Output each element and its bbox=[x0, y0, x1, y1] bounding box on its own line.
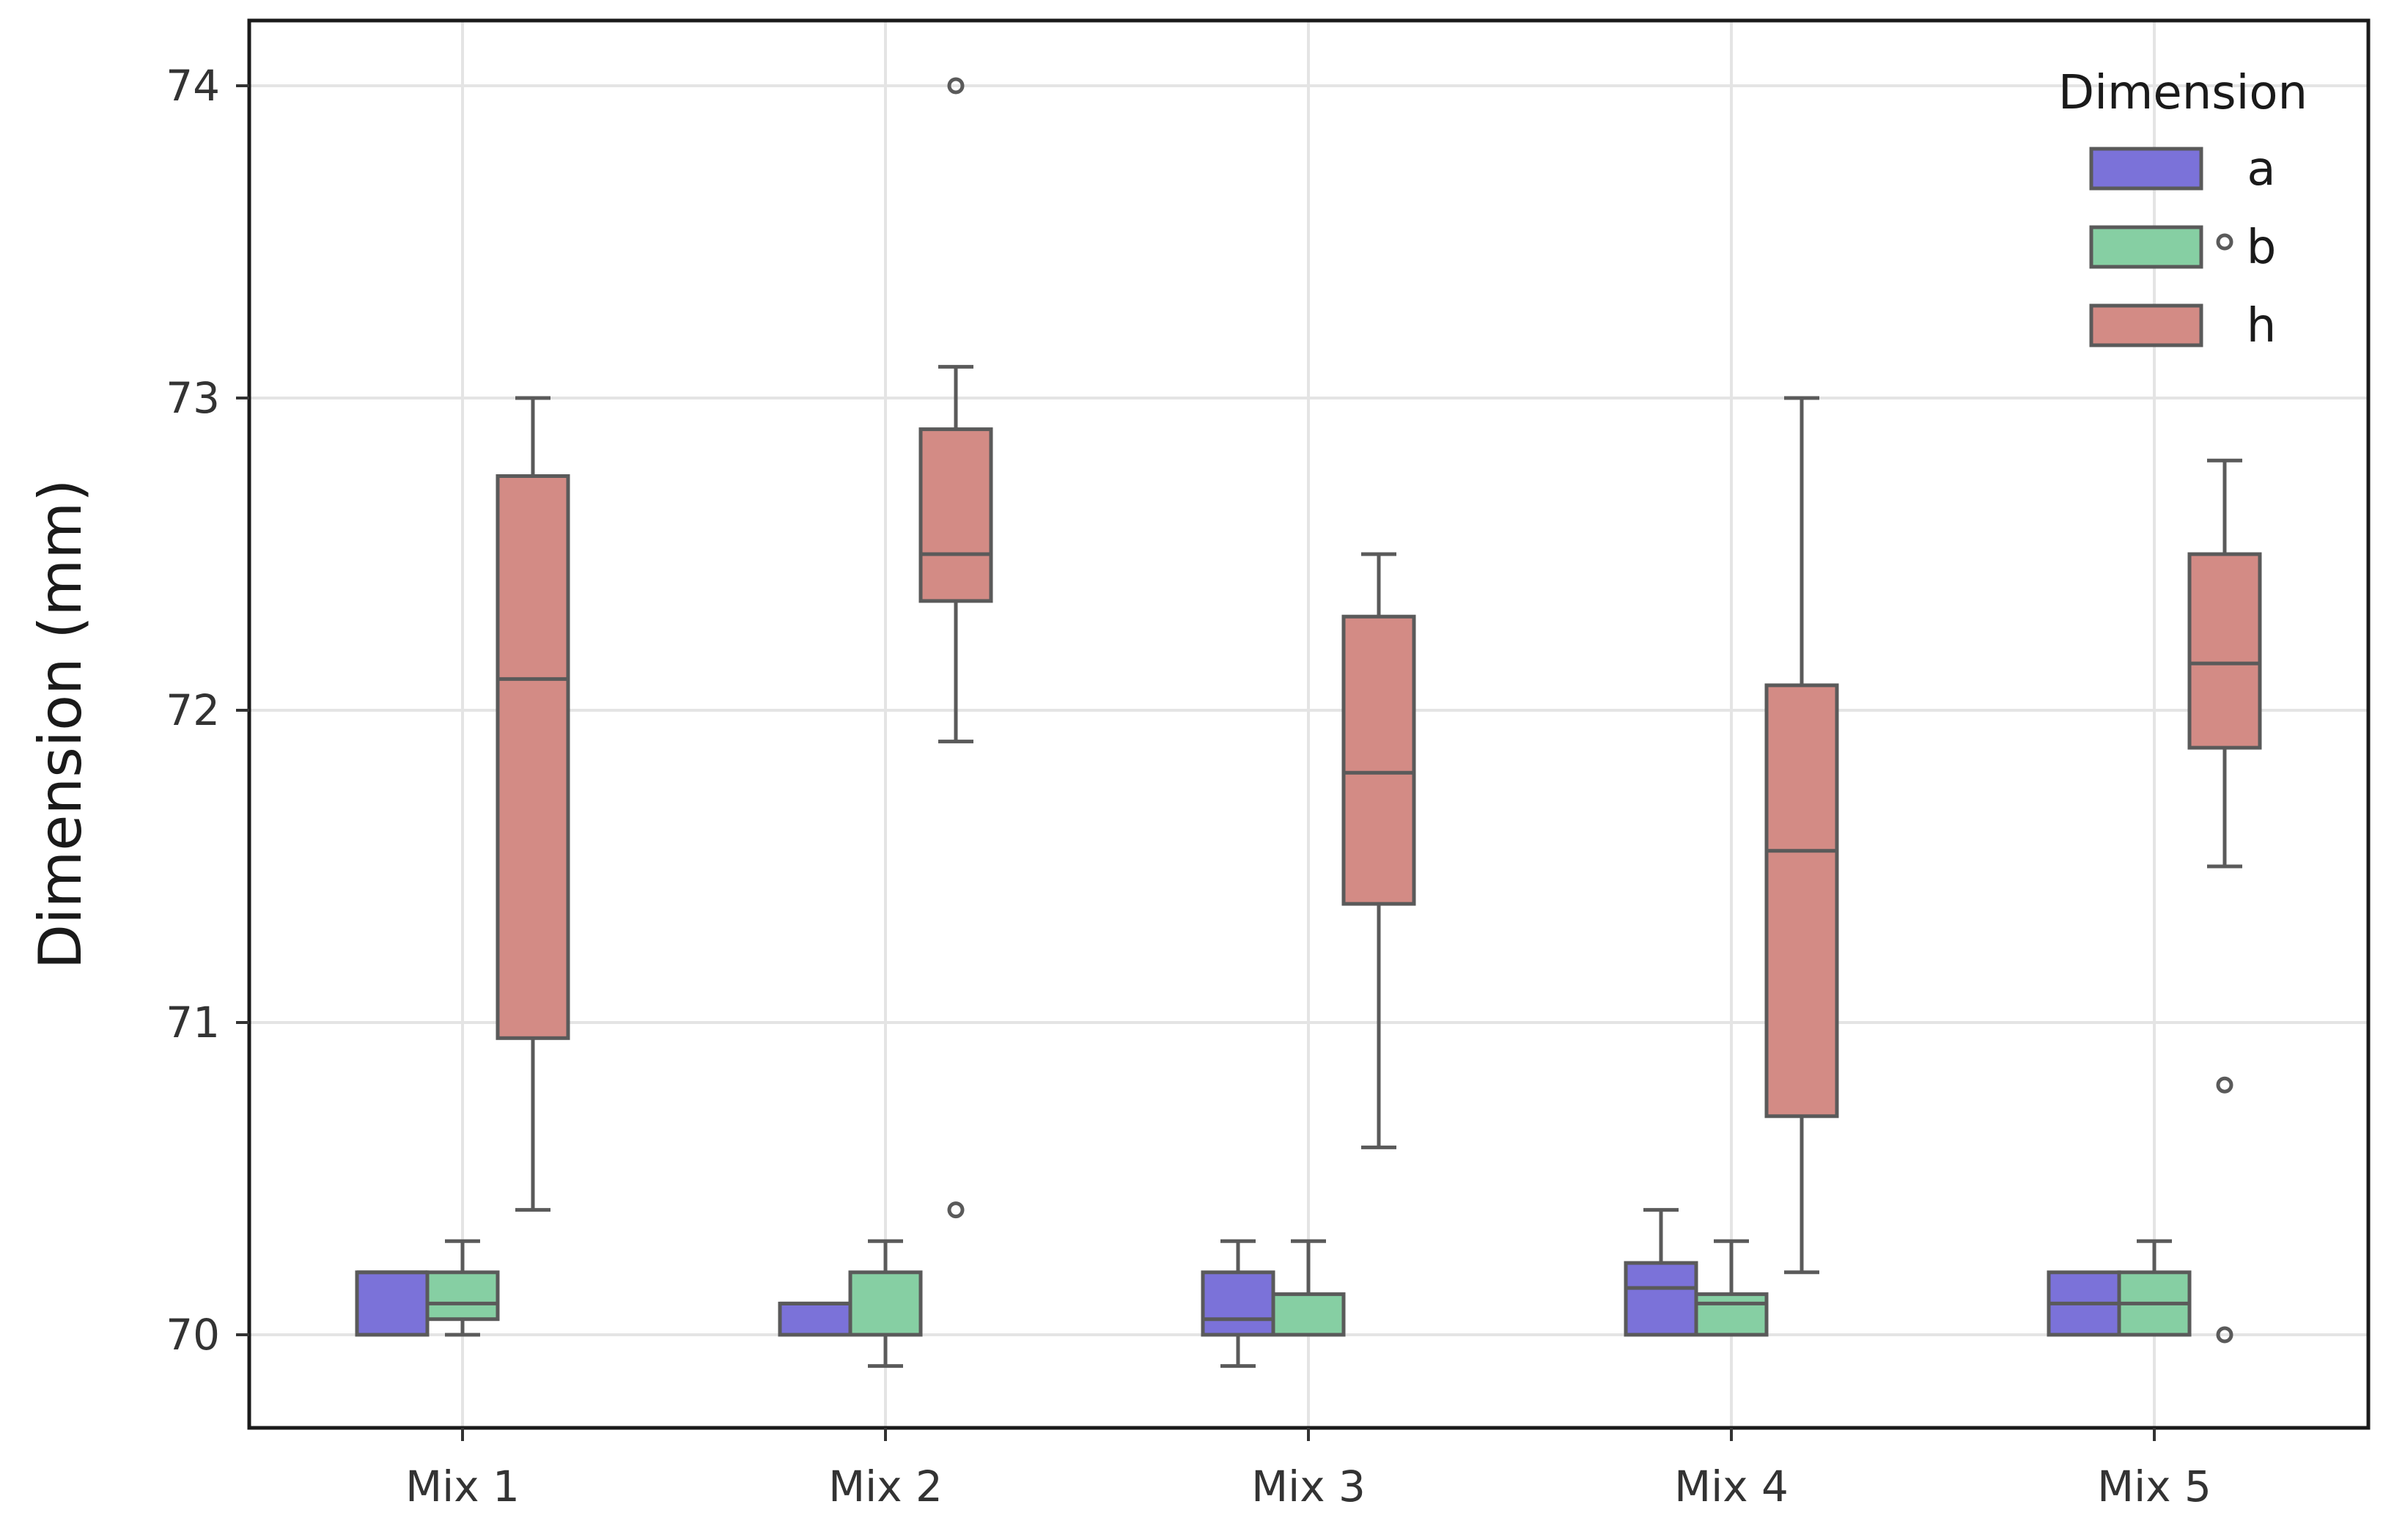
box-body bbox=[425, 1270, 500, 1322]
legend-swatch bbox=[2089, 303, 2203, 347]
legend-label: a bbox=[2247, 142, 2275, 196]
box-body bbox=[1271, 1292, 1346, 1337]
x-tick-label: Mix 3 bbox=[1251, 1462, 1366, 1511]
box-b-3 bbox=[1271, 1239, 1346, 1337]
legend-item-h: h bbox=[2089, 299, 2277, 353]
legend-swatch bbox=[2089, 225, 2203, 269]
box-layer bbox=[355, 77, 2262, 1368]
box-body bbox=[1341, 614, 1416, 906]
box-h-2 bbox=[918, 77, 993, 1219]
legend-item-b: b bbox=[2089, 221, 2277, 275]
box-a-3 bbox=[1201, 1239, 1275, 1368]
box-b-2 bbox=[848, 1239, 923, 1368]
x-tick-label: Mix 1 bbox=[405, 1462, 520, 1511]
tick-layer: 70 71 72 73 74 Mix 1 Mix 2 Mix 3 Mix 4 Mix 5 bbox=[166, 61, 2211, 1511]
y-tick-label: 72 bbox=[166, 685, 220, 735]
y-tick-label: 73 bbox=[166, 373, 220, 423]
box-h-5 bbox=[2187, 233, 2262, 1344]
outlier-point bbox=[2216, 1076, 2233, 1094]
x-tick-label: Mix 2 bbox=[828, 1462, 943, 1511]
x-tick-label: Mix 5 bbox=[2097, 1462, 2211, 1511]
legend-label: h bbox=[2247, 299, 2277, 353]
box-body bbox=[2187, 552, 2262, 750]
box-a-5 bbox=[2047, 1270, 2121, 1337]
outlier-point bbox=[2216, 1326, 2233, 1344]
box-body bbox=[1764, 683, 1839, 1119]
x-tick-label: Mix 4 bbox=[1674, 1462, 1789, 1511]
box-h-4 bbox=[1764, 396, 1839, 1275]
outlier-point bbox=[947, 1201, 965, 1219]
legend-title: Dimension bbox=[2058, 66, 2308, 120]
box-body bbox=[918, 427, 993, 603]
box-body bbox=[1201, 1270, 1275, 1337]
grid-layer bbox=[249, 21, 2368, 1428]
legend: Dimension abh bbox=[2058, 66, 2308, 353]
box-b-1 bbox=[425, 1239, 500, 1337]
box-b-5 bbox=[2117, 1239, 2192, 1337]
y-tick-label: 71 bbox=[166, 998, 220, 1047]
box-h-3 bbox=[1341, 552, 1416, 1149]
box-body bbox=[848, 1270, 923, 1337]
box-body bbox=[778, 1301, 852, 1337]
outlier-point bbox=[2216, 233, 2233, 251]
legend-item-a: a bbox=[2089, 142, 2276, 196]
box-b-4 bbox=[1694, 1239, 1769, 1337]
box-h-1 bbox=[496, 396, 570, 1212]
y-tick-label: 70 bbox=[166, 1310, 220, 1360]
y-axis-label: Dimension (mm) bbox=[26, 479, 95, 970]
box-body bbox=[355, 1270, 430, 1337]
box-body bbox=[1694, 1292, 1769, 1337]
y-tick-label: 74 bbox=[166, 61, 220, 111]
box-a-2 bbox=[778, 1301, 852, 1337]
box-body bbox=[496, 474, 570, 1040]
outlier-point bbox=[947, 77, 965, 95]
box-a-1 bbox=[355, 1270, 430, 1337]
box-a-4 bbox=[1624, 1208, 1698, 1337]
legend-label: b bbox=[2247, 221, 2277, 275]
legend-swatch bbox=[2089, 147, 2203, 191]
box-body bbox=[1624, 1261, 1698, 1337]
